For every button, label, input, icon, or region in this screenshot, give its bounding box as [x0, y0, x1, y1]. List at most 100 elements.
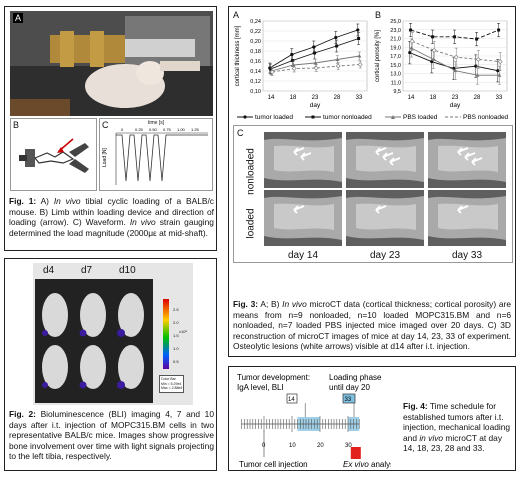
fig4-caption-text: Time schedule for established tumors aft… [403, 401, 510, 453]
x-tick-label: 18 [290, 95, 297, 101]
colorbar-unit: x10⁶ [179, 329, 188, 334]
data-point [269, 67, 273, 71]
fig3-legend: tumor loaded tumor nonloaded PBS loaded … [237, 114, 509, 121]
waveform-line [116, 134, 208, 182]
schedule-tick-label: 0 [262, 443, 266, 449]
bli-day-label: d4 [43, 265, 55, 276]
data-point [431, 47, 437, 53]
colorbar-tick: 2.0 [173, 320, 179, 325]
osteolytic-lesion-arrow [457, 147, 469, 156]
fig1-panel-c: C time [s] 0 0.25 0.50 0.75 1.00 1.25 Load [N… [99, 118, 213, 191]
waveform-time-ticks: 0 0.25 0.50 0.75 1.00 1.25 [121, 127, 200, 132]
colorbar-info: Color Bar Min = 5.29e4 Max = 2.88e6 [159, 375, 185, 393]
osteolytic-lesion-arrow [389, 157, 401, 166]
y-tick-label: 9,5 [393, 89, 401, 95]
bli-day-label: d10 [119, 265, 136, 276]
microct-image [346, 190, 424, 246]
figure-3-panel: A B 0,24 0,22 0,20 0,18 0,16 0,14 0,12 0,10 14 18… [228, 6, 516, 357]
caption-fragment: In vivo [129, 217, 156, 228]
row-label-loaded: loaded [245, 208, 257, 239]
x-tick-label: 23 [312, 95, 319, 101]
colorbar-tick: 1.0 [173, 346, 179, 351]
fig1-caption-label: Fig. 1: [9, 196, 37, 206]
y-tick-label: 0,18 [250, 49, 261, 55]
legend-pbs-nonloaded: PBS nonloaded [463, 114, 509, 121]
waveform-load-label: Load [N] [102, 147, 108, 167]
figure-2-panel: d4 d7 d10 [4, 258, 217, 471]
data-point [335, 57, 340, 61]
bli-day-label: d7 [81, 265, 93, 276]
mouse-loading-photo: A [10, 11, 213, 116]
osteolytic-lesion-arrow [375, 147, 387, 156]
fig1-caption-text: A) In vivo tibial cyclic loading of a BA… [9, 196, 214, 238]
data-point [496, 69, 500, 73]
y-tick-label: 0,16 [250, 59, 261, 65]
osteolytic-lesion-arrow [293, 205, 305, 214]
data-point [313, 51, 317, 55]
data-point [475, 37, 479, 41]
microct-bone-art [264, 132, 342, 188]
caption-fragment: In vivo [53, 196, 81, 206]
data-point [475, 56, 481, 62]
cortical-thickness-chart: 0,24 0,22 0,20 0,18 0,16 0,14 0,12 0,10 14 18 23 28… [235, 19, 368, 109]
fig1-panel-b: B [10, 118, 97, 191]
cortical-porosity-chart: 25,0 23,0 21,0 19,0 17,0 15,0 13,0 11,0 9,5 14 18 2… [375, 19, 508, 109]
y-tick-label: 0,22 [250, 29, 261, 35]
data-point [335, 44, 339, 48]
day-33-box [342, 393, 356, 404]
y-axis-label: cortical porosity [%] [375, 30, 381, 82]
osteolytic-lesion-arrow [457, 205, 469, 214]
y-tick-label: 0,24 [250, 19, 261, 25]
waveform-time-tick: 0 [121, 127, 124, 132]
microct-bone-art [346, 132, 424, 188]
data-point [334, 35, 338, 40]
microct-image [428, 190, 506, 246]
y-tick-label: 23,0 [390, 28, 401, 34]
data-point [408, 51, 412, 55]
caption-fragment: microCT data (cortical thickness; cortic… [233, 299, 511, 352]
osteolytic-lesion-arrow [375, 205, 387, 214]
y-tick-label: 0,14 [250, 69, 261, 75]
osteolytic-lesion-arrow [464, 152, 476, 161]
y-tick-label: 0,20 [250, 39, 261, 45]
mouse-loading-photo-art [10, 11, 213, 116]
fig2-caption: Fig. 2: Bioluminescence (BLI) imaging 4,… [9, 409, 214, 462]
fig3-caption-text: A; B) In vivo microCT data (cortical thi… [233, 299, 511, 351]
fig4-caption-label: Fig. 4: [403, 401, 428, 411]
colorbar-tick: 0.5 [173, 359, 179, 364]
day-14-box [286, 393, 298, 404]
data-point [335, 63, 341, 69]
caption-fragment: in vivo [419, 432, 444, 443]
data-point [357, 37, 361, 40]
y-tick-label: 25,0 [390, 19, 401, 25]
x-tick-label: 28 [474, 95, 481, 101]
figure-1-panel: A B C time [s] 0 0.25 0.50 0.75 1.00 1.25 Loa… [4, 6, 217, 251]
x-tick-label: 14 [408, 95, 415, 101]
day-33-box-label: 33 [345, 397, 352, 403]
x-tick-label: 28 [334, 95, 341, 101]
data-point [313, 65, 319, 71]
y-tick-label: 19,0 [390, 45, 401, 51]
ct-day-label: day 23 [369, 250, 401, 261]
fig3-panel-c: C nonloaded loaded day 14 day 23 day 33 [233, 125, 513, 263]
fig1-label-c: C [102, 120, 109, 130]
y-tick-label: 15,0 [390, 63, 401, 69]
waveform-time-tick: 0.25 [135, 127, 144, 132]
microct-bone-art [428, 190, 506, 246]
microct-bone-art [346, 190, 424, 246]
waveform-chart: 0 0.25 0.50 0.75 1.00 1.25 Load [N] [102, 127, 208, 185]
fig2-caption-label: Fig. 2: [9, 409, 36, 419]
colorbar-info-line: Color Bar [161, 377, 176, 381]
microct-image [346, 132, 424, 188]
data-point [269, 69, 275, 75]
ex-vivo-analysis-label: Ex vivo analysis [343, 460, 391, 469]
fig3-label-b: B [375, 10, 382, 20]
microct-bone-art [428, 132, 506, 188]
x-tick-label: 33 [496, 95, 503, 101]
fig1-caption: Fig. 1: A) In vivo tibial cyclic loading… [9, 196, 214, 238]
ct-day-label: day 33 [451, 250, 483, 261]
y-tick-label: 0,12 [250, 79, 261, 85]
fig1-label-b: B [13, 120, 20, 130]
legend-tumor-loaded: tumor loaded [255, 114, 293, 121]
day-14-box-label: 14 [288, 397, 295, 403]
